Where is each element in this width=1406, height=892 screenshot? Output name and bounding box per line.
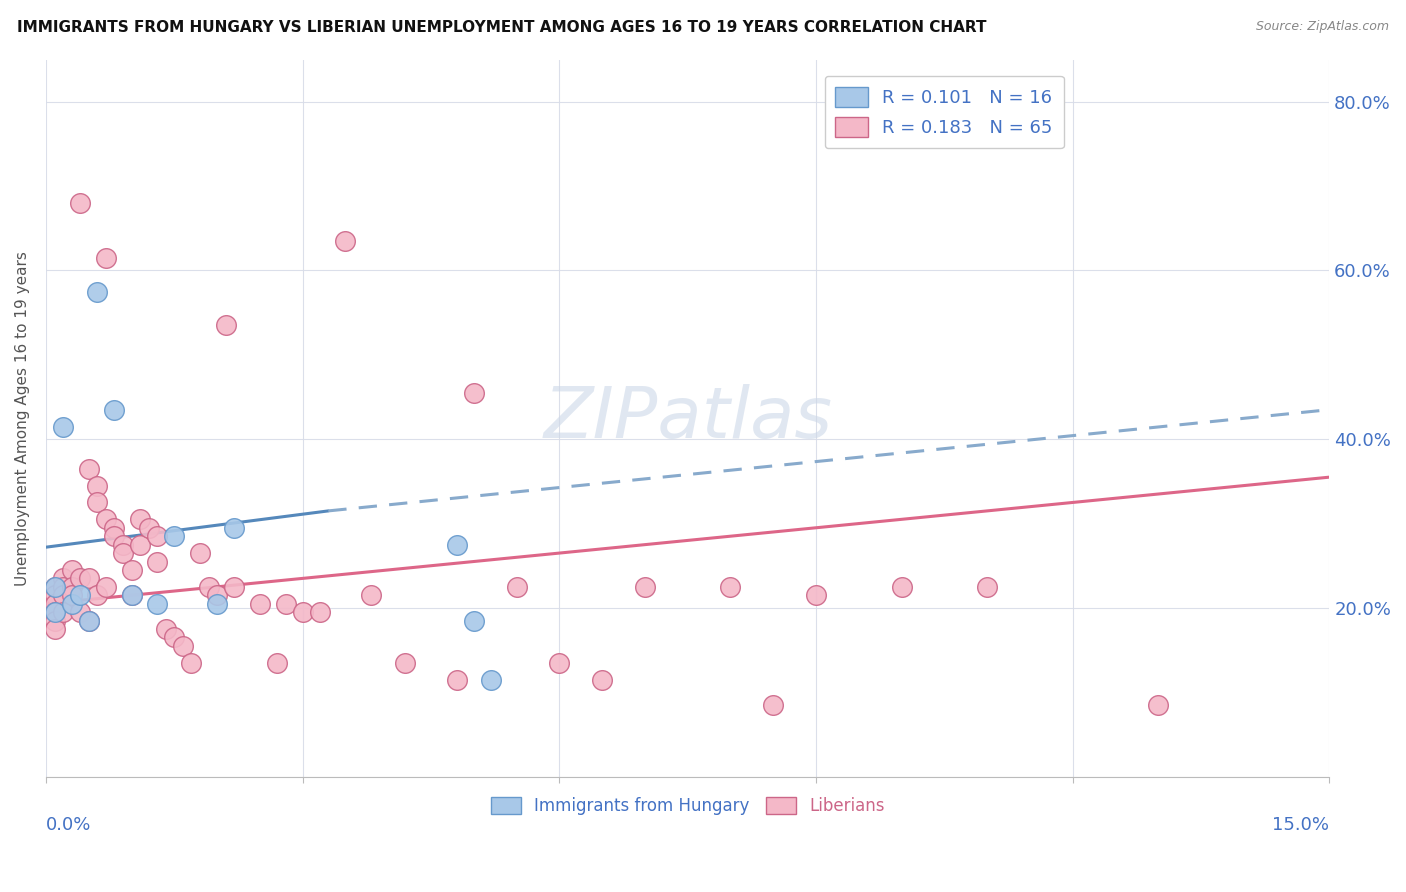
Point [224,521,246,535]
Point [394,656,416,670]
Y-axis label: Unemployment Among Ages 16 to 19 years: Unemployment Among Ages 16 to 19 years [15,251,30,585]
Point [224,580,246,594]
Point [60,597,83,611]
Point [188,546,211,560]
Point [146,529,169,543]
Point [163,631,186,645]
Point [77,614,100,628]
Point [44,597,66,611]
Point [291,605,314,619]
Point [172,639,194,653]
Point [44,580,66,594]
Point [86,478,108,492]
Point [463,614,485,628]
Point [249,597,271,611]
Text: IMMIGRANTS FROM HUNGARY VS LIBERIAN UNEMPLOYMENT AMONG AGES 16 TO 19 YEARS CORRE: IMMIGRANTS FROM HUNGARY VS LIBERIAN UNEM… [17,20,987,35]
Point [146,597,169,611]
Point [718,580,741,594]
Point [103,521,125,535]
Point [60,580,83,594]
Point [77,571,100,585]
Point [69,196,91,211]
Point [129,538,152,552]
Point [121,563,143,577]
Point [214,318,236,333]
Point [60,588,83,602]
Point [446,673,468,687]
Point [103,529,125,543]
Legend: Immigrants from Hungary, Liberians: Immigrants from Hungary, Liberians [484,790,891,822]
Point [548,656,571,670]
Point [138,521,160,535]
Point [463,385,485,400]
Text: 15.0%: 15.0% [1272,816,1329,834]
Point [121,588,143,602]
Point [890,580,912,594]
Point [591,673,613,687]
Point [1147,698,1170,712]
Point [163,529,186,543]
Point [155,622,177,636]
Point [360,588,382,602]
Point [69,605,91,619]
Point [129,512,152,526]
Point [505,580,527,594]
Point [94,580,117,594]
Point [335,234,357,248]
Point [52,419,75,434]
Point [44,622,66,636]
Point [94,512,117,526]
Point [69,571,91,585]
Point [205,597,228,611]
Point [86,495,108,509]
Text: 0.0%: 0.0% [46,816,91,834]
Point [308,605,330,619]
Point [52,571,75,585]
Point [44,605,66,619]
Point [180,656,202,670]
Point [111,538,134,552]
Point [103,402,125,417]
Point [479,673,502,687]
Point [446,538,468,552]
Point [44,580,66,594]
Point [197,580,219,594]
Point [44,588,66,602]
Point [266,656,288,670]
Text: ZIPatlas: ZIPatlas [543,384,832,452]
Text: Source: ZipAtlas.com: Source: ZipAtlas.com [1256,20,1389,33]
Point [44,614,66,628]
Point [762,698,785,712]
Point [69,588,91,602]
Point [52,588,75,602]
Point [146,555,169,569]
Point [804,588,827,602]
Point [44,605,66,619]
Point [121,588,143,602]
Point [77,461,100,475]
Point [205,588,228,602]
Point [274,597,297,611]
Point [976,580,998,594]
Point [94,251,117,265]
Point [52,580,75,594]
Point [111,546,134,560]
Point [634,580,657,594]
Point [77,614,100,628]
Point [52,605,75,619]
Point [60,563,83,577]
Point [86,588,108,602]
Point [86,285,108,299]
